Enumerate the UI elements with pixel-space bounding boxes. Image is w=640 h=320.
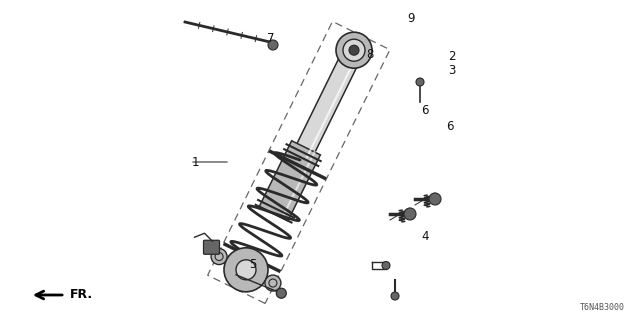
Circle shape [336,32,372,68]
Circle shape [382,261,390,269]
Text: 5: 5 [250,259,257,271]
Circle shape [416,78,424,86]
Text: T6N4B3000: T6N4B3000 [580,303,625,312]
Circle shape [236,260,256,280]
Text: 6: 6 [421,103,429,116]
Circle shape [276,288,286,298]
Text: 6: 6 [446,119,454,132]
Text: 8: 8 [366,49,374,61]
Circle shape [211,249,227,265]
Circle shape [429,193,441,205]
Polygon shape [293,58,357,160]
Circle shape [224,248,268,292]
FancyBboxPatch shape [204,240,220,254]
Text: 7: 7 [268,31,275,44]
Text: 4: 4 [421,230,429,244]
Text: FR.: FR. [70,289,93,301]
Polygon shape [259,141,321,221]
Text: 2: 2 [448,51,456,63]
Circle shape [404,208,416,220]
Circle shape [343,39,365,61]
Circle shape [349,45,359,55]
Circle shape [265,275,281,291]
Circle shape [391,292,399,300]
Circle shape [268,40,278,50]
Text: 1: 1 [191,156,199,169]
Text: 9: 9 [407,12,415,25]
Text: 3: 3 [448,63,456,76]
